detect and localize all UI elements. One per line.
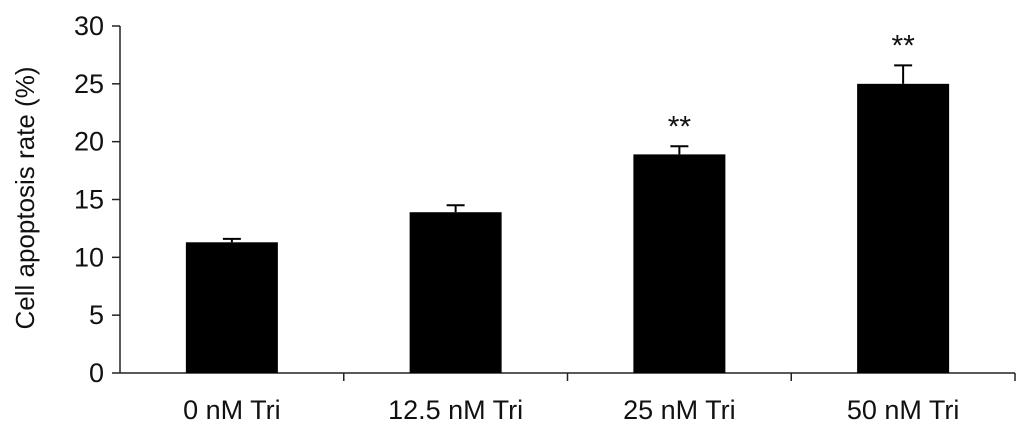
bars — [185, 83, 950, 373]
bar — [185, 242, 278, 373]
significance-label: ** — [891, 29, 915, 62]
y-tick-label: 5 — [89, 300, 104, 330]
y-tick-label: 30 — [74, 11, 104, 41]
bar — [857, 83, 950, 373]
bar — [633, 154, 726, 373]
x-tick-label: 12.5 nM Tri — [388, 395, 523, 425]
y-tick-label: 20 — [74, 127, 104, 157]
y-tick-label: 15 — [74, 185, 104, 215]
x-tick-label: 0 nM Tri — [183, 395, 281, 425]
y-tick-label: 25 — [74, 69, 104, 99]
x-tick-label: 50 nM Tri — [847, 395, 960, 425]
x-axis: 0 nM Tri 12.5 nM Tri 25 nM Tri 50 nM Tri — [120, 372, 1016, 425]
error-bars — [222, 64, 913, 243]
significance-annotations: ** ** — [668, 29, 915, 143]
y-tick-label: 10 — [74, 242, 104, 272]
significance-label: ** — [668, 110, 692, 143]
bar — [409, 212, 502, 373]
x-tick-label: 25 nM Tri — [623, 395, 736, 425]
y-axis-label: Cell apoptosis rate (%) — [10, 67, 40, 330]
y-tick-label: 0 — [89, 358, 104, 388]
y-axis: 0 5 10 15 20 25 30 — [74, 11, 121, 388]
